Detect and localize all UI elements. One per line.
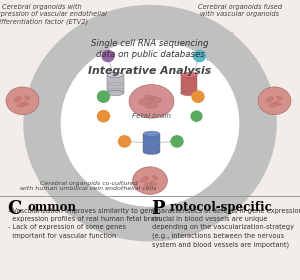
Ellipse shape: [107, 72, 124, 78]
Text: C: C: [8, 200, 22, 218]
Ellipse shape: [107, 90, 124, 96]
Bar: [181, 75, 197, 93]
Ellipse shape: [144, 183, 152, 186]
Polygon shape: [208, 32, 233, 61]
Ellipse shape: [151, 97, 161, 102]
Ellipse shape: [277, 96, 282, 100]
Ellipse shape: [152, 176, 158, 180]
Ellipse shape: [181, 72, 197, 78]
Bar: [107, 75, 124, 93]
Circle shape: [98, 111, 110, 122]
Bar: [143, 134, 160, 152]
Text: Single cell RNA sequencing
data on public databases: Single cell RNA sequencing data on publi…: [91, 39, 209, 59]
Text: Characteristics of defects in gene expression
crucial in blood vessels are uniqu: Characteristics of defects in gene expre…: [152, 208, 300, 248]
Ellipse shape: [266, 97, 273, 102]
Polygon shape: [24, 6, 276, 241]
Text: Cerebral organoids co-cultured
with human umbilical vein endothelial cells: Cerebral organoids co-cultured with huma…: [20, 181, 157, 192]
Ellipse shape: [145, 95, 154, 99]
Text: Cerebral organoids with
overexpression of vascular endothelial
differentiation f: Cerebral organoids with overexpression o…: [0, 4, 106, 25]
Text: Integrative Analysis: Integrative Analysis: [88, 66, 212, 76]
Circle shape: [191, 111, 202, 121]
Text: ommon: ommon: [28, 201, 77, 214]
Ellipse shape: [25, 96, 30, 100]
Ellipse shape: [139, 98, 152, 104]
Ellipse shape: [150, 181, 157, 185]
Ellipse shape: [143, 149, 160, 155]
Ellipse shape: [145, 103, 158, 108]
Circle shape: [61, 41, 239, 206]
Ellipse shape: [258, 87, 291, 115]
Ellipse shape: [274, 102, 281, 106]
Ellipse shape: [17, 103, 25, 107]
Polygon shape: [69, 187, 94, 215]
Ellipse shape: [181, 90, 197, 96]
Ellipse shape: [6, 87, 39, 115]
Circle shape: [171, 136, 183, 147]
Text: Fetal brain: Fetal brain: [132, 113, 171, 119]
Ellipse shape: [129, 85, 174, 118]
Circle shape: [118, 136, 130, 147]
Ellipse shape: [22, 102, 29, 106]
Circle shape: [192, 91, 204, 102]
Text: P: P: [152, 200, 165, 218]
Circle shape: [98, 91, 110, 102]
Ellipse shape: [141, 176, 149, 182]
Ellipse shape: [14, 97, 21, 102]
Circle shape: [102, 50, 114, 62]
Text: rotocol-specific: rotocol-specific: [170, 201, 273, 214]
Circle shape: [194, 50, 206, 62]
Ellipse shape: [269, 103, 277, 107]
Text: - Vascularization improves similarity to gene
  expression profiles of real huma: - Vascularization improves similarity to…: [8, 208, 160, 239]
Ellipse shape: [143, 131, 160, 136]
Text: Cerebral organoids fused
with vascular organoids: Cerebral organoids fused with vascular o…: [198, 4, 282, 17]
Ellipse shape: [133, 167, 167, 194]
